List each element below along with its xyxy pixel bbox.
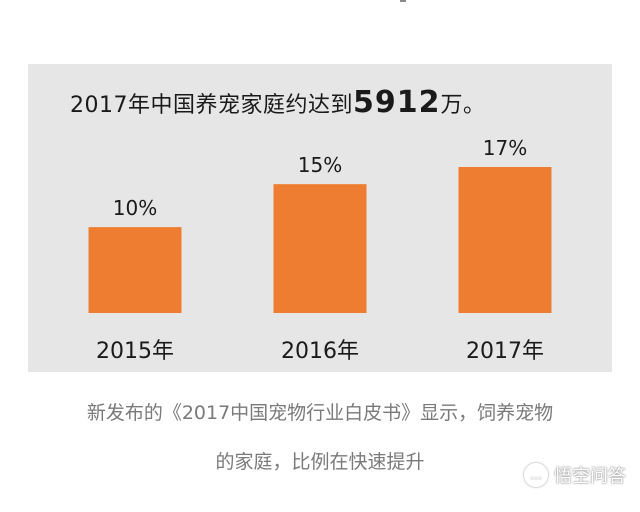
data-label-2015年: 10% (113, 196, 157, 220)
data-label-2016年: 15% (298, 153, 342, 177)
chart-title-number: 5912 (353, 85, 441, 120)
caption-line-2: 的家庭，比例在快速提升 (215, 451, 425, 473)
bar-2015年 (88, 227, 182, 313)
chart-title: 2017年中国养宠家庭约达到5912万。 (70, 85, 486, 120)
bar-2016年 (273, 184, 367, 313)
top-edge-mark (400, 0, 406, 5)
chat-bubble-icon: … (524, 463, 548, 487)
x-tick-label-2015年: 2015年 (96, 339, 174, 364)
watermark: … 悟空问答 (524, 462, 626, 488)
chart-title-suffix: 万。 (440, 93, 486, 118)
bar-2017年 (458, 167, 552, 313)
watermark-text: 悟空问答 (554, 466, 626, 487)
chart-title-prefix: 2017年中国养宠家庭约达到 (70, 93, 353, 118)
x-tick-label-2017年: 2017年 (466, 339, 544, 364)
data-label-2017年: 17% (483, 136, 527, 160)
x-tick-label-2016年: 2016年 (281, 339, 359, 364)
caption-line-1: 新发布的《2017中国宠物行业白皮书》显示，饲养宠物 (86, 402, 554, 424)
